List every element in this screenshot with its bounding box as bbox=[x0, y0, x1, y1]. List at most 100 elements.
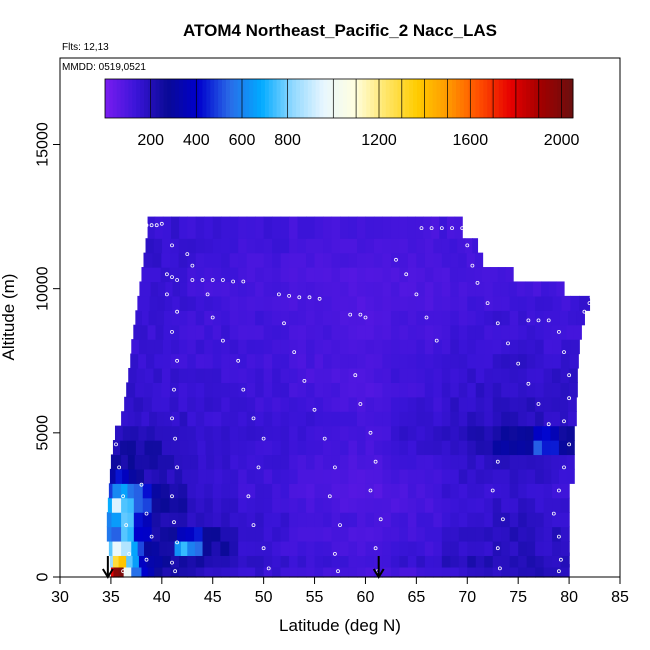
heat-cell bbox=[373, 526, 384, 542]
track-point bbox=[470, 263, 475, 268]
heat-cell bbox=[492, 425, 502, 441]
heat-cell bbox=[118, 552, 127, 568]
track-point bbox=[373, 546, 378, 551]
heat-cell bbox=[441, 526, 451, 542]
heat-cell bbox=[246, 281, 256, 297]
heat-cell bbox=[560, 552, 570, 568]
heat-cell bbox=[433, 295, 443, 311]
heat-cell bbox=[509, 295, 519, 311]
heat-cell bbox=[154, 339, 164, 355]
heat-cell bbox=[579, 295, 591, 311]
heat-cell bbox=[314, 497, 324, 513]
heat-cell bbox=[280, 281, 290, 297]
track-point bbox=[111, 433, 115, 438]
heat-cell bbox=[159, 540, 168, 556]
colorbar-segment bbox=[296, 79, 301, 118]
heat-cell bbox=[289, 281, 299, 297]
heat-cell bbox=[416, 382, 426, 398]
heat-cell bbox=[263, 339, 273, 355]
heat-cell bbox=[382, 454, 392, 470]
heatmap-cells bbox=[106, 216, 591, 578]
heat-cell bbox=[467, 281, 477, 297]
track-point bbox=[210, 315, 215, 320]
heat-cell bbox=[144, 540, 153, 556]
heat-cell bbox=[212, 216, 222, 239]
colorbar-segment bbox=[272, 79, 278, 118]
heat-cell bbox=[526, 367, 536, 383]
heat-cell bbox=[280, 411, 290, 427]
heat-cell bbox=[179, 339, 188, 355]
heat-cell bbox=[348, 367, 358, 383]
heat-cell bbox=[348, 396, 358, 412]
heat-cell bbox=[331, 353, 341, 369]
heat-cell bbox=[441, 540, 451, 556]
heat-cell bbox=[246, 497, 256, 513]
heat-cell bbox=[560, 483, 570, 499]
heat-cell bbox=[365, 411, 375, 427]
heat-cell bbox=[568, 367, 578, 383]
heat-cell bbox=[501, 367, 511, 383]
heat-cell bbox=[348, 310, 358, 326]
heat-cell bbox=[144, 468, 153, 484]
heat-cell bbox=[424, 512, 434, 528]
heat-cell bbox=[509, 552, 519, 568]
heat-cell bbox=[458, 440, 468, 456]
heat-cell bbox=[178, 267, 188, 283]
heat-cell bbox=[484, 367, 494, 383]
heat-cell bbox=[526, 324, 536, 340]
track-point bbox=[363, 315, 368, 320]
heat-cell bbox=[484, 281, 494, 297]
colorbar-segment bbox=[444, 79, 449, 118]
heat-cell bbox=[356, 310, 367, 326]
heat-cell bbox=[204, 483, 214, 499]
track-point bbox=[144, 223, 149, 228]
heat-cell bbox=[518, 526, 528, 542]
heat-cell bbox=[229, 512, 239, 528]
heat-cell bbox=[407, 252, 417, 268]
heat-cell bbox=[467, 310, 477, 326]
heat-cell bbox=[289, 564, 299, 578]
heat-cell bbox=[238, 396, 248, 412]
heat-cell bbox=[314, 310, 324, 326]
heat-cell bbox=[212, 483, 222, 499]
flights-label: Flts: 12,13 bbox=[62, 42, 109, 53]
heat-cell bbox=[543, 396, 553, 412]
heat-cell bbox=[407, 411, 417, 427]
heat-cell bbox=[450, 564, 460, 578]
heat-cell bbox=[204, 367, 214, 383]
date-label: MMDD: 0519,0521 bbox=[62, 62, 146, 73]
heat-cell bbox=[348, 281, 358, 297]
track-point bbox=[241, 387, 246, 392]
heat-cell bbox=[170, 339, 180, 355]
colorbar-tick-label: 2000 bbox=[544, 132, 580, 149]
heat-cell bbox=[484, 339, 494, 355]
heat-cell bbox=[458, 367, 468, 383]
colorbar-segment bbox=[268, 79, 274, 118]
heat-cell bbox=[190, 454, 199, 470]
colorbar-segment bbox=[311, 79, 317, 118]
heat-cell bbox=[433, 281, 443, 297]
heat-cell bbox=[348, 411, 358, 427]
heat-cell bbox=[407, 440, 417, 456]
heat-cell bbox=[390, 564, 400, 578]
x-tick-label: 55 bbox=[306, 589, 324, 606]
heat-cell bbox=[179, 281, 188, 297]
heat-cell bbox=[424, 267, 434, 283]
heat-cell bbox=[323, 295, 333, 311]
track-point bbox=[567, 442, 571, 447]
track-point bbox=[419, 226, 424, 231]
heat-cell bbox=[543, 497, 553, 513]
heat-cell bbox=[560, 353, 571, 369]
heat-cell bbox=[255, 552, 265, 568]
heat-cell bbox=[492, 310, 502, 326]
heat-cell bbox=[399, 440, 409, 456]
heat-cell bbox=[526, 310, 536, 326]
heat-cell bbox=[297, 454, 307, 470]
heat-cell bbox=[535, 564, 545, 578]
heat-cell bbox=[552, 552, 562, 568]
heat-cell bbox=[365, 310, 375, 326]
heat-cell bbox=[263, 564, 273, 578]
heat-cell bbox=[162, 216, 172, 239]
colorbar-segment bbox=[155, 79, 161, 118]
heat-cell bbox=[272, 468, 282, 484]
